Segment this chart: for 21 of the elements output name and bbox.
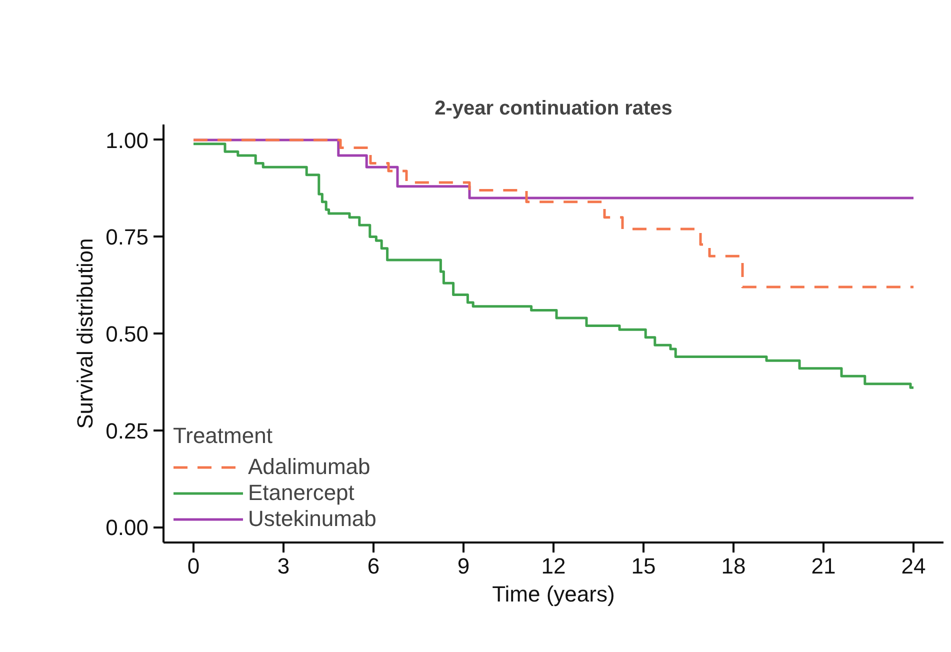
y-axis-title: Survival distribution <box>72 238 98 429</box>
y-tick-label: 0.25 <box>106 418 149 444</box>
x-tick-label: 3 <box>277 554 290 578</box>
x-tick-label: 15 <box>631 554 656 578</box>
x-tick-label: 18 <box>721 554 746 578</box>
x-tick-label: 24 <box>901 554 926 578</box>
legend-title: Treatment <box>173 423 274 449</box>
y-tick-label: 0.75 <box>106 224 149 250</box>
legend-label: Ustekinumab <box>248 506 376 532</box>
y-tick-label: 1.00 <box>106 128 149 153</box>
x-tick-label: 9 <box>457 554 470 578</box>
legend-label: Adalimumab <box>248 454 370 480</box>
y-tick-label: 0.50 <box>106 322 149 346</box>
legend-label: Etanercept <box>248 480 354 506</box>
x-axis-title: Time (years) <box>492 582 615 606</box>
x-tick-label: 6 <box>367 554 380 578</box>
chart-title: 2-year continuation rates <box>434 98 672 120</box>
y-tick-label: 0.00 <box>106 515 149 540</box>
x-tick-label: 21 <box>811 554 836 578</box>
x-tick-label: 12 <box>541 554 566 578</box>
x-tick-label: 0 <box>187 554 200 578</box>
